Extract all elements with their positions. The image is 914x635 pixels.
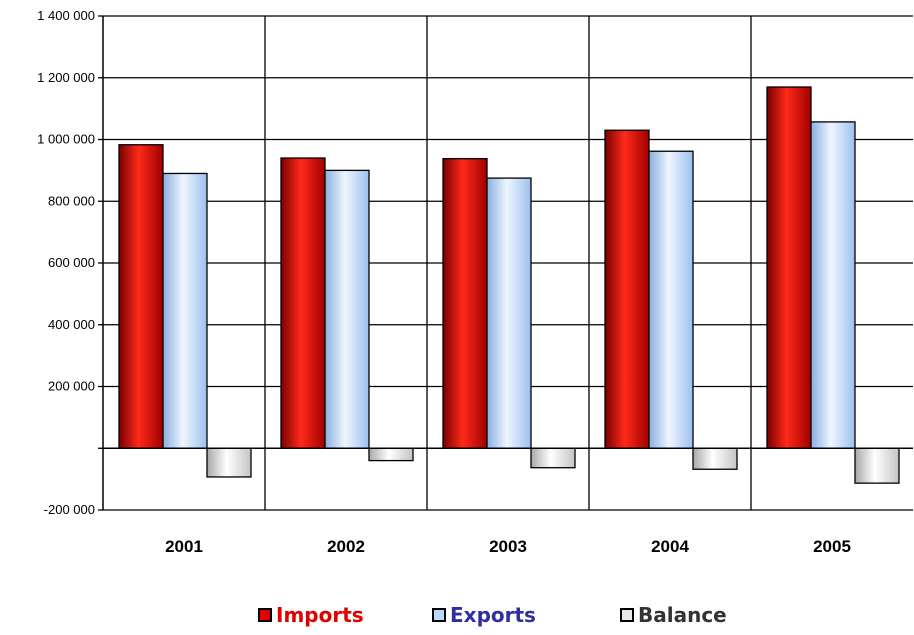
legend-swatch-balance xyxy=(620,608,634,622)
bar-imports-2002 xyxy=(280,157,326,449)
bar-exports-2004 xyxy=(648,150,694,449)
x-category-label: 2005 xyxy=(813,537,851,556)
bar-exports-2005 xyxy=(810,121,856,449)
legend: Imports Exports Balance xyxy=(0,603,914,633)
legend-label-imports: Imports xyxy=(276,603,364,627)
y-tick-label: 1 000 000 xyxy=(37,132,95,147)
y-tick-label: 1 400 000 xyxy=(37,8,95,23)
bars xyxy=(118,86,900,484)
bar-imports-2004 xyxy=(604,129,650,449)
legend-label-exports: Exports xyxy=(450,603,536,627)
y-tick-label: -200 000 xyxy=(44,502,95,517)
bar-imports-2001 xyxy=(118,144,164,449)
x-category-label: 2004 xyxy=(651,537,689,556)
bar-exports-2002 xyxy=(324,169,370,449)
bar-exports-2001 xyxy=(162,172,208,449)
bar-chart: -200 000 200 000 400 000 600 000 800 000 1 00… xyxy=(37,8,913,556)
bar-balance-2003 xyxy=(530,447,576,469)
bar-balance-2004 xyxy=(692,447,738,470)
y-tick-label: 400 000 xyxy=(48,317,95,332)
bar-balance-2002 xyxy=(368,447,414,462)
tick-labels: -200 000 200 000 400 000 600 000 800 000 1 00… xyxy=(37,8,851,556)
x-category-label: 2001 xyxy=(165,537,203,556)
legend-label-balance: Balance xyxy=(638,603,727,627)
legend-item-imports: Imports xyxy=(258,603,364,627)
legend-swatch-exports xyxy=(432,608,446,622)
y-tick-label: 200 000 xyxy=(48,379,95,394)
y-tick-label: 1 200 000 xyxy=(37,70,95,85)
bar-imports-2005 xyxy=(766,86,812,449)
bar-balance-2005 xyxy=(854,447,900,484)
bar-imports-2003 xyxy=(442,157,488,449)
x-category-label: 2002 xyxy=(327,537,365,556)
y-tick-label: 600 000 xyxy=(48,255,95,270)
bar-exports-2003 xyxy=(486,177,532,449)
y-tick-label: 800 000 xyxy=(48,193,95,208)
legend-item-balance: Balance xyxy=(620,603,727,627)
legend-item-exports: Exports xyxy=(432,603,536,627)
bar-balance-2001 xyxy=(206,447,252,478)
legend-swatch-imports xyxy=(258,608,272,622)
x-category-label: 2003 xyxy=(489,537,527,556)
axes xyxy=(98,15,913,511)
